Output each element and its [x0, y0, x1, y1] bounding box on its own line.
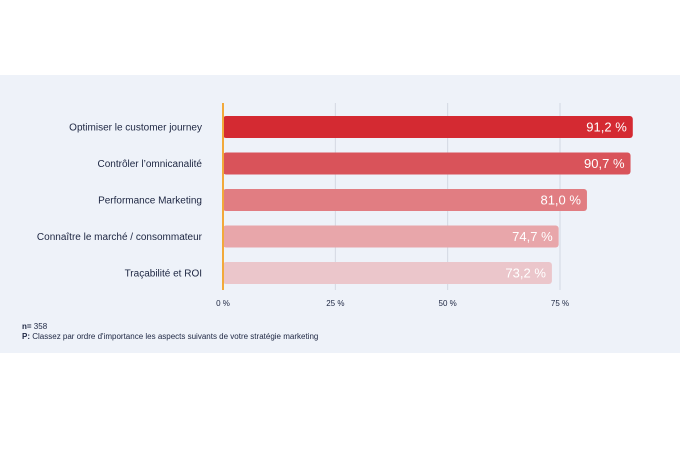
bar	[223, 116, 633, 138]
sample-size-note: n= 358	[22, 322, 47, 331]
bar	[223, 225, 559, 248]
x-tick-label: 50 %	[439, 299, 457, 308]
data-label: 73,2 %	[505, 266, 546, 281]
bar	[223, 189, 587, 211]
data-label: 91,2 %	[586, 120, 627, 135]
category-label: Contrôler l’omnicanalité	[98, 159, 203, 170]
question-label: P:	[22, 332, 30, 341]
category-label: Performance Marketing	[98, 196, 202, 207]
x-tick-label: 0 %	[216, 299, 230, 308]
bar	[223, 262, 552, 284]
category-label: Traçabilité et ROI	[125, 269, 202, 280]
question-note: P: Classez par ordre d'importance les as…	[22, 332, 318, 341]
bar	[223, 152, 631, 175]
question-text: Classez par ordre d'importance les aspec…	[32, 332, 319, 341]
category-label: Optimiser le customer journey	[69, 123, 202, 134]
category-label: Connaître le marché / consommateur	[37, 232, 203, 243]
data-label: 81,0 %	[540, 193, 581, 208]
data-label: 90,7 %	[584, 156, 625, 171]
sample-size-value: 358	[33, 322, 48, 331]
data-label: 74,7 %	[512, 229, 553, 244]
x-tick-label: 75 %	[551, 299, 569, 308]
sample-size-label: n=	[22, 322, 32, 331]
x-tick-label: 25 %	[326, 299, 344, 308]
